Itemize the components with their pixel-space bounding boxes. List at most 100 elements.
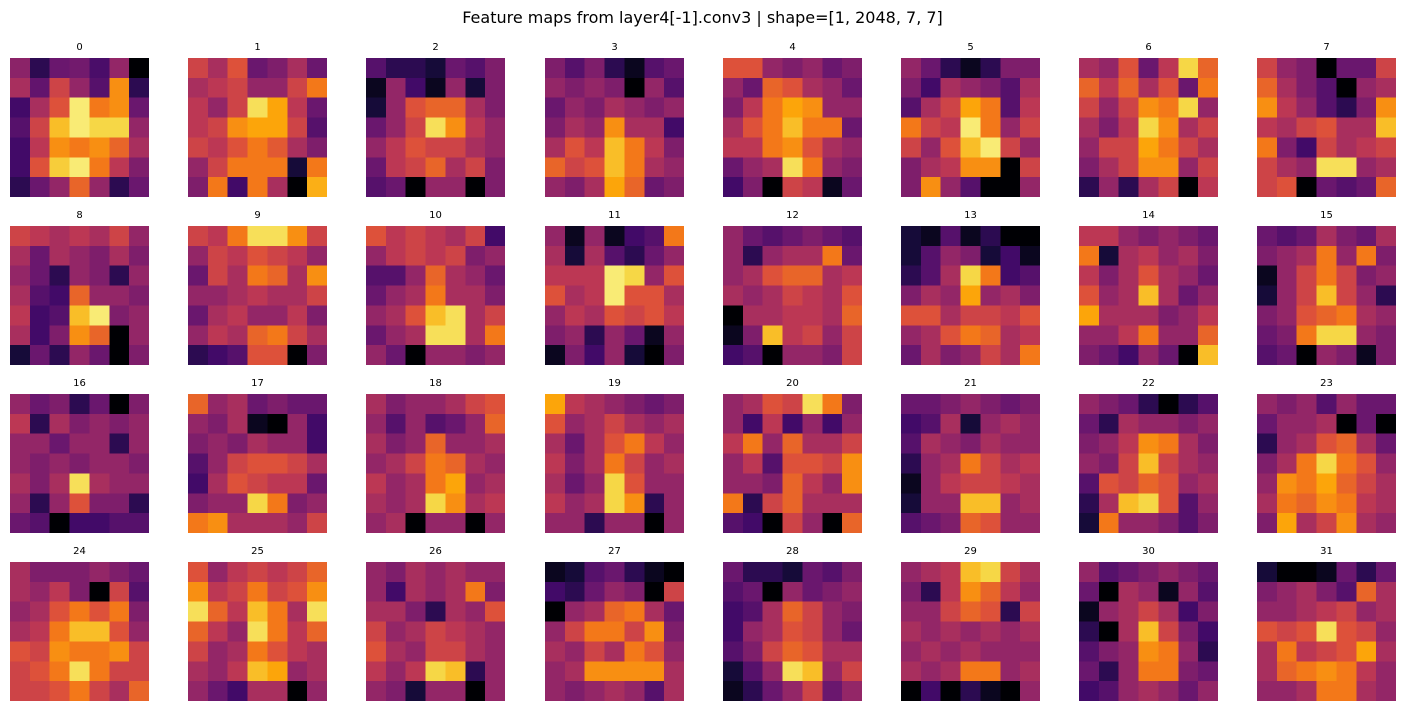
heatmap-cell xyxy=(604,601,625,622)
heatmap-cell xyxy=(1356,245,1377,267)
heatmap-cell xyxy=(366,177,387,197)
heatmap-cell xyxy=(1118,661,1139,682)
heatmap-cell xyxy=(960,641,981,662)
heatmap-cell xyxy=(762,433,783,454)
heatmap-cell xyxy=(307,77,327,99)
heatmap-cell xyxy=(287,394,308,415)
heatmap-cell xyxy=(1138,117,1159,138)
heatmap-cell xyxy=(1376,394,1396,415)
heatmap-cell xyxy=(940,394,961,415)
heatmap-cell xyxy=(762,285,783,306)
heatmap-cell xyxy=(1276,325,1298,346)
heatmap-cell xyxy=(129,394,149,415)
heatmap-cell xyxy=(1118,325,1139,346)
heatmap-cell xyxy=(822,641,843,662)
heatmap-cell xyxy=(425,473,446,494)
heatmap-cell xyxy=(1296,473,1317,494)
heatmap-cell xyxy=(1276,413,1298,435)
heatmap-cell xyxy=(385,137,407,158)
heatmap-cell xyxy=(604,562,625,583)
heatmap-cell xyxy=(405,413,426,435)
heatmap-cell xyxy=(545,226,566,247)
heatmap-cell xyxy=(782,265,803,286)
heatmap-cell xyxy=(1376,226,1396,247)
heatmap-cell xyxy=(405,97,426,118)
heatmap-cell xyxy=(1296,245,1317,267)
heatmap-cell xyxy=(901,473,922,494)
heatmap-cell xyxy=(207,58,229,79)
heatmap-cell xyxy=(247,305,268,326)
feature-map-heatmap xyxy=(901,58,1040,197)
heatmap-cell xyxy=(584,177,605,197)
heatmap-cell xyxy=(960,433,981,454)
heatmap-cell xyxy=(1257,581,1278,603)
heatmap-cell xyxy=(287,493,308,514)
heatmap-cell xyxy=(742,394,764,415)
heatmap-cell xyxy=(1198,601,1218,622)
heatmap-cell xyxy=(664,493,684,514)
heatmap-cell xyxy=(1158,345,1179,365)
heatmap-cell xyxy=(1356,581,1377,603)
heatmap-cell xyxy=(901,117,922,138)
heatmap-cell xyxy=(49,641,70,662)
heatmap-cell xyxy=(920,493,942,514)
heatmap-cell xyxy=(624,265,645,286)
heatmap-cell xyxy=(405,641,426,662)
heatmap-cell xyxy=(644,562,665,583)
heatmap-cell xyxy=(1020,117,1040,138)
heatmap-cell xyxy=(247,177,268,197)
heatmap-cell xyxy=(1336,661,1357,682)
heatmap-cell xyxy=(207,581,229,603)
heatmap-cell xyxy=(1020,137,1040,158)
heatmap-cell xyxy=(664,58,684,79)
heatmap-cell xyxy=(1138,245,1159,267)
heatmap-cell xyxy=(584,394,605,415)
heatmap-cell xyxy=(1000,681,1021,701)
heatmap-cell xyxy=(584,285,605,306)
feature-map-heatmap xyxy=(188,394,327,533)
heatmap-cell xyxy=(644,157,665,178)
heatmap-cell xyxy=(109,58,130,79)
heatmap-cell xyxy=(29,325,51,346)
heatmap-cell xyxy=(1098,493,1120,514)
heatmap-cell xyxy=(445,245,466,267)
heatmap-cell xyxy=(664,562,684,583)
heatmap-cell xyxy=(545,157,566,178)
heatmap-cell xyxy=(1098,681,1120,701)
heatmap-cell xyxy=(1356,394,1377,415)
heatmap-cell xyxy=(762,661,783,682)
heatmap-cell xyxy=(842,581,862,603)
heatmap-cell xyxy=(545,97,566,118)
heatmap-cell xyxy=(1356,681,1377,701)
heatmap-cell xyxy=(1376,325,1396,346)
heatmap-cell xyxy=(1079,661,1100,682)
heatmap-cell xyxy=(69,245,90,267)
heatmap-cell xyxy=(207,661,229,682)
heatmap-cell xyxy=(564,245,586,267)
heatmap-cell xyxy=(545,453,566,474)
heatmap-cell xyxy=(723,681,744,701)
heatmap-cell xyxy=(385,581,407,603)
heatmap-cell xyxy=(109,137,130,158)
heatmap-cell xyxy=(89,226,110,247)
heatmap-cell xyxy=(247,137,268,158)
heatmap-cell xyxy=(307,413,327,435)
heatmap-cell xyxy=(842,177,862,197)
heatmap-cell xyxy=(307,433,327,454)
heatmap-cell xyxy=(485,681,505,701)
heatmap-cell xyxy=(1158,621,1179,642)
heatmap-cell xyxy=(1198,681,1218,701)
heatmap-cell xyxy=(604,413,625,435)
heatmap-cell xyxy=(89,433,110,454)
heatmap-cell xyxy=(901,157,922,178)
heatmap-cell xyxy=(1079,325,1100,346)
heatmap-cell xyxy=(1000,621,1021,642)
heatmap-cell xyxy=(1376,285,1396,306)
heatmap-cell xyxy=(10,413,31,435)
heatmap-cell xyxy=(29,641,51,662)
heatmap-cell xyxy=(742,58,764,79)
heatmap-cell xyxy=(762,305,783,326)
heatmap-cell xyxy=(405,562,426,583)
heatmap-cell xyxy=(10,305,31,326)
heatmap-cell xyxy=(465,433,486,454)
